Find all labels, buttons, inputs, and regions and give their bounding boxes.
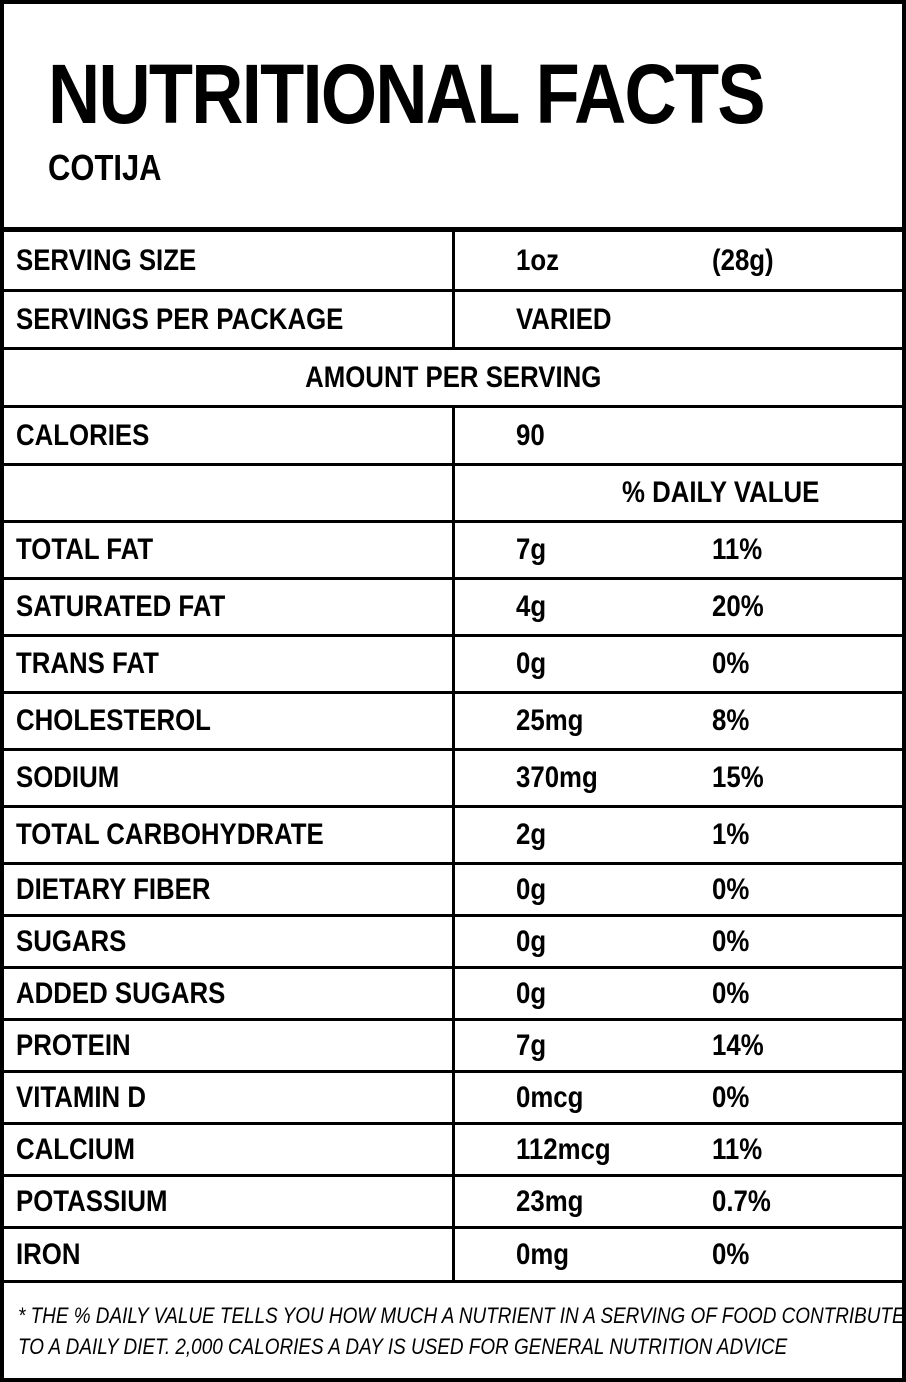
nutrient-daily-value: 20% <box>712 590 764 623</box>
nutrient-name: TOTAL FAT <box>16 533 154 566</box>
table-row: SODIUM 370mg 15% <box>4 751 902 808</box>
product-name: COTIJA <box>48 147 162 188</box>
nutrient-daily-value: 0% <box>712 976 750 1010</box>
nutrient-amount: 112mcg <box>516 1132 611 1166</box>
table-row: TRANS FAT 0g 0% <box>4 637 902 694</box>
footnote-line: * THE % DAILY VALUE TELLS YOU HOW MUCH A… <box>18 1303 906 1328</box>
nutrient-amount: 0g <box>516 924 547 958</box>
nutrient-daily-value: 14% <box>712 1028 764 1062</box>
table-row: ADDED SUGARS 0g 0% <box>4 969 902 1021</box>
nutrient-amount: 2g <box>516 818 547 851</box>
nutrient-daily-value: 0% <box>712 647 750 680</box>
column-divider <box>452 408 455 463</box>
column-divider <box>452 580 455 634</box>
nutrient-name: PROTEIN <box>16 1028 131 1062</box>
column-divider <box>452 1229 455 1280</box>
nutrient-name: ADDED SUGARS <box>16 976 226 1010</box>
nutrient-daily-value: 0% <box>712 1080 750 1114</box>
column-divider <box>452 694 455 748</box>
nutrient-name: VITAMIN D <box>16 1080 146 1114</box>
column-divider <box>452 1177 455 1226</box>
table-row: IRON 0mg 0% <box>4 1229 902 1283</box>
table-row: VITAMIN D 0mcg 0% <box>4 1073 902 1125</box>
label-header: NUTRITIONAL FACTS COTIJA <box>4 4 902 232</box>
table-row: TOTAL CARBOHYDRATE 2g 1% <box>4 808 902 865</box>
nutrient-daily-value: 8% <box>712 704 750 737</box>
serving-size-value: 1oz <box>516 243 560 277</box>
nutrient-amount: 0g <box>516 647 547 680</box>
column-divider <box>452 637 455 691</box>
nutrient-amount: 25mg <box>516 704 584 737</box>
column-divider <box>452 917 455 966</box>
table-row: TOTAL FAT 7g 11% <box>4 523 902 580</box>
servings-per-package-label: SERVINGS PER PACKAGE <box>16 302 344 336</box>
column-divider <box>452 1021 455 1070</box>
page-title: NUTRITIONAL FACTS <box>48 47 766 141</box>
footnote: * THE % DAILY VALUE TELLS YOU HOW MUCH A… <box>18 1300 906 1362</box>
nutrient-daily-value: 0% <box>712 872 750 906</box>
amount-per-serving-heading: AMOUNT PER SERVING <box>304 360 602 394</box>
nutrient-name: TOTAL CARBOHYDRATE <box>16 818 324 851</box>
serving-size-label: SERVING SIZE <box>16 243 197 277</box>
table-row: CALCIUM 112mcg 11% <box>4 1125 902 1177</box>
nutrient-daily-value: 0.7% <box>712 1184 771 1218</box>
nutrient-name: TRANS FAT <box>16 647 159 680</box>
daily-value-header-row: % DAILY VALUE <box>4 466 902 523</box>
column-divider <box>452 865 455 914</box>
nutrient-amount: 23mg <box>516 1184 584 1218</box>
nutrient-name: IRON <box>16 1237 81 1271</box>
nutrient-name: CALCIUM <box>16 1132 135 1166</box>
nutrient-name: SATURATED FAT <box>16 590 226 623</box>
servings-per-package-row: SERVINGS PER PACKAGE VARIED <box>4 292 902 350</box>
daily-value-heading: % DAILY VALUE <box>622 476 820 509</box>
column-divider <box>452 523 455 577</box>
nutrient-daily-value: 1% <box>712 818 750 851</box>
nutrient-name: POTASSIUM <box>16 1184 168 1218</box>
table-row: POTASSIUM 23mg 0.7% <box>4 1177 902 1229</box>
nutrient-daily-value: 11% <box>712 533 763 566</box>
column-divider <box>452 1125 455 1174</box>
serving-size-row: SERVING SIZE 1oz (28g) <box>4 232 902 292</box>
table-row: PROTEIN 7g 14% <box>4 1021 902 1073</box>
table-row: SUGARS 0g 0% <box>4 917 902 969</box>
column-divider <box>452 751 455 805</box>
nutrient-daily-value: 15% <box>712 761 764 794</box>
nutrient-name: CHOLESTEROL <box>16 704 211 737</box>
nutrient-amount: 0g <box>516 976 547 1010</box>
calories-row: CALORIES 90 <box>4 408 902 466</box>
column-divider <box>452 969 455 1018</box>
nutrient-amount: 4g <box>516 590 547 623</box>
nutrient-daily-value: 0% <box>712 1237 750 1271</box>
nutrient-amount: 0mg <box>516 1237 570 1271</box>
table-row: SATURATED FAT 4g 20% <box>4 580 902 637</box>
nutrient-amount: 370mg <box>516 761 598 794</box>
nutrient-daily-value: 11% <box>712 1132 763 1166</box>
amount-per-serving-row: AMOUNT PER SERVING <box>4 350 902 408</box>
nutrient-amount: 0g <box>516 872 547 906</box>
nutrient-amount: 7g <box>516 1028 547 1062</box>
nutrient-amount: 7g <box>516 533 547 566</box>
nutrient-name: SODIUM <box>16 761 120 794</box>
calories-label: CALORIES <box>16 418 150 452</box>
calories-value: 90 <box>516 418 545 452</box>
column-divider <box>452 808 455 862</box>
nutrient-name: SUGARS <box>16 924 127 958</box>
column-divider <box>452 232 455 289</box>
table-row: DIETARY FIBER 0g 0% <box>4 865 902 917</box>
nutrient-daily-value: 0% <box>712 924 750 958</box>
nutrient-name: DIETARY FIBER <box>16 872 211 906</box>
column-divider <box>452 292 455 347</box>
column-divider <box>452 1073 455 1122</box>
servings-per-package-value: VARIED <box>516 302 612 336</box>
footnote-line: TO A DAILY DIET. 2,000 CALORIES A DAY IS… <box>18 1334 788 1359</box>
column-divider <box>452 466 455 520</box>
nutrient-amount: 0mcg <box>516 1080 584 1114</box>
serving-size-grams: (28g) <box>712 243 774 277</box>
table-row: CHOLESTEROL 25mg 8% <box>4 694 902 751</box>
